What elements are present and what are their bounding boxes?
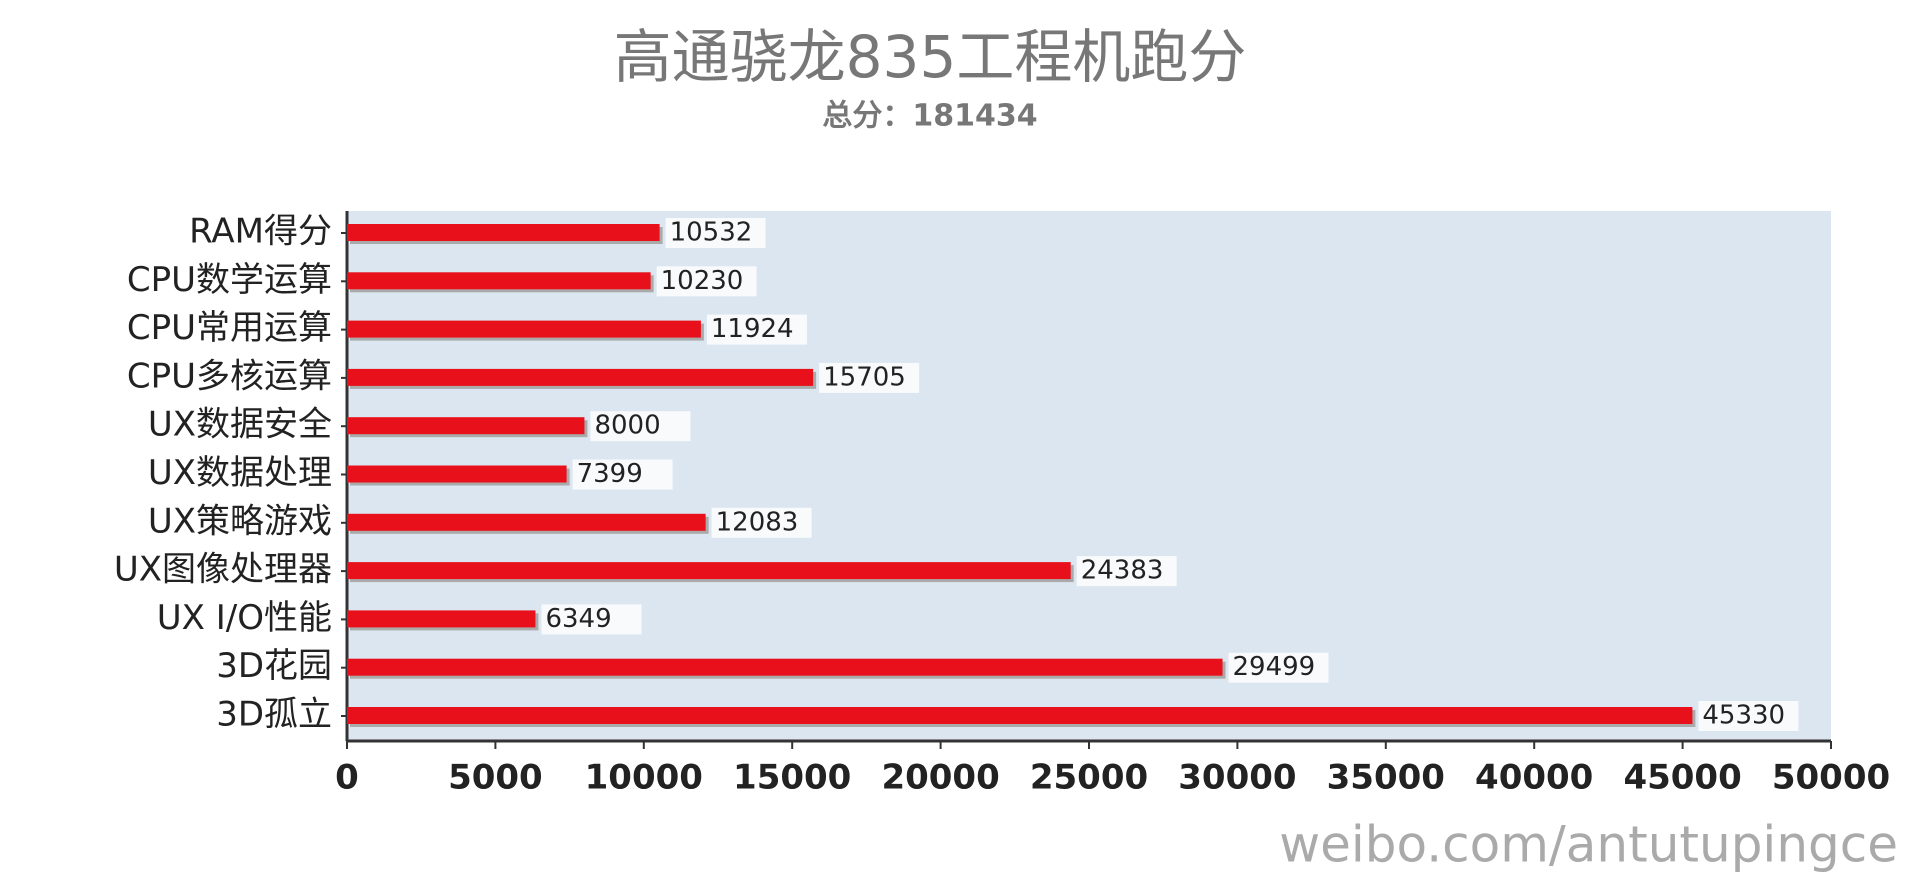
x-tick-label: 25000 — [1030, 758, 1148, 798]
value-label-bg — [572, 459, 673, 490]
y-tick-label: UX I/O性能 — [157, 598, 332, 638]
x-tick-label: 0 — [335, 758, 359, 798]
x-tick-label: 35000 — [1327, 758, 1445, 798]
bar — [347, 562, 1071, 580]
y-tick-label: UX策略游戏 — [148, 501, 332, 541]
x-tick-label: 15000 — [733, 758, 851, 798]
chart-title: 高通骁龙835工程机跑分 — [614, 23, 1247, 91]
bar — [347, 513, 706, 531]
value-label: 10532 — [670, 218, 753, 248]
value-label: 29499 — [1233, 652, 1316, 682]
value-label-bg — [590, 411, 691, 442]
y-tick-label: CPU数学运算 — [127, 260, 332, 300]
watermark: weibo.com/antutupingce — [1279, 816, 1898, 874]
y-tick-label: UX数据安全 — [148, 405, 332, 445]
value-label: 8000 — [594, 411, 660, 441]
y-tick-label: UX数据处理 — [148, 453, 332, 493]
value-label-bg — [1228, 652, 1329, 683]
x-tick-label: 50000 — [1772, 758, 1890, 798]
bar — [347, 610, 536, 628]
value-label: 10230 — [661, 266, 744, 296]
y-tick-label: CPU多核运算 — [127, 356, 332, 396]
value-label: 11924 — [711, 314, 794, 344]
bar — [347, 658, 1223, 676]
y-tick-label: UX图像处理器 — [114, 550, 332, 590]
value-label-bg — [711, 507, 812, 538]
y-tick-label: 3D花园 — [216, 646, 332, 686]
value-label-bg — [819, 362, 920, 393]
bar — [347, 272, 651, 290]
x-tick-label: 30000 — [1178, 758, 1296, 798]
bar — [347, 465, 567, 483]
x-tick-label: 5000 — [448, 758, 543, 798]
x-tick-label: 20000 — [881, 758, 999, 798]
value-label: 15705 — [823, 362, 906, 392]
value-label-bg — [1698, 701, 1799, 731]
bar — [347, 368, 814, 386]
bar — [347, 707, 1693, 724]
value-label: 24383 — [1081, 556, 1164, 586]
bar — [347, 320, 701, 338]
y-tick-label: CPU常用运算 — [127, 308, 332, 348]
value-label-bg — [541, 604, 642, 635]
value-label: 7399 — [577, 459, 643, 489]
value-label-bg — [656, 266, 757, 297]
value-label: 45330 — [1702, 701, 1785, 731]
x-tick-label: 10000 — [585, 758, 703, 798]
y-tick-label: 3D孤立 — [216, 695, 332, 735]
value-label-bg — [665, 218, 766, 248]
value-label-bg — [706, 314, 807, 345]
x-tick-label: 45000 — [1623, 758, 1741, 798]
x-tick-label: 40000 — [1475, 758, 1593, 798]
value-label-bg — [1076, 556, 1177, 587]
bar — [347, 417, 585, 435]
bar — [347, 224, 660, 241]
value-label: 6349 — [545, 604, 611, 634]
value-label: 12083 — [716, 507, 799, 537]
y-tick-label: RAM得分 — [189, 212, 332, 252]
chart-subtitle: 总分：181434 — [822, 99, 1037, 134]
